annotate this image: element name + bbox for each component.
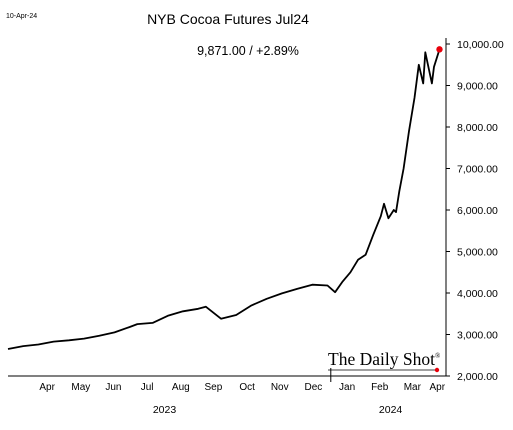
y-tick-label: 9,000.00 xyxy=(457,81,498,93)
x-tick-label: Nov xyxy=(271,382,289,393)
series-line xyxy=(7,49,441,350)
x-tick-label: May xyxy=(71,382,90,393)
x-tick-label: Apr xyxy=(39,382,55,393)
date-label: 10-Apr-24 xyxy=(6,13,37,20)
y-axis: 2,000.00 3,000.00 4,000.00 5,000.00 6,000.00… xyxy=(445,38,504,383)
x-tick-label: Sep xyxy=(205,382,223,393)
y-tick-label: 8,000.00 xyxy=(457,122,498,134)
x-tick-label: Apr xyxy=(430,382,446,393)
y-tick-label: 6,000.00 xyxy=(457,205,498,217)
x-tick-label: Mar xyxy=(404,382,422,393)
chart-title: NYB Cocoa Futures Jul24 xyxy=(147,11,309,27)
y-tick-label: 10,000.00 xyxy=(457,39,504,51)
year-label: 2024 xyxy=(379,404,403,416)
year-label: 2023 xyxy=(153,404,177,416)
series-layer xyxy=(7,46,443,350)
x-axis: Apr May Jun Jul Aug Sep Oct Nov Dec Jan Feb Mar Apr 2… xyxy=(8,368,446,416)
y-tick-label: 4,000.00 xyxy=(457,288,498,300)
brand-logo: The Daily Shot ® xyxy=(328,349,441,373)
last-point-marker xyxy=(436,46,443,53)
brand-registered-mark: ® xyxy=(435,352,441,360)
chart-subtitle: 9,871.00 / +2.89% xyxy=(197,44,299,58)
x-tick-label: Jan xyxy=(339,382,355,393)
x-tick-label: Jun xyxy=(105,382,121,393)
x-tick-label: Oct xyxy=(239,382,255,393)
brand-name: The Daily Shot xyxy=(328,349,435,369)
x-tick-label: Feb xyxy=(371,382,389,393)
x-tick-label: Aug xyxy=(172,382,190,393)
x-tick-label: Jul xyxy=(141,382,154,393)
y-tick-label: 7,000.00 xyxy=(457,164,498,176)
y-tick-label: 3,000.00 xyxy=(457,330,498,342)
y-tick-label: 5,000.00 xyxy=(457,247,498,259)
y-tick-label: 2,000.00 xyxy=(457,371,498,383)
x-tick-label: Dec xyxy=(305,382,323,393)
brand-dot xyxy=(434,367,440,373)
